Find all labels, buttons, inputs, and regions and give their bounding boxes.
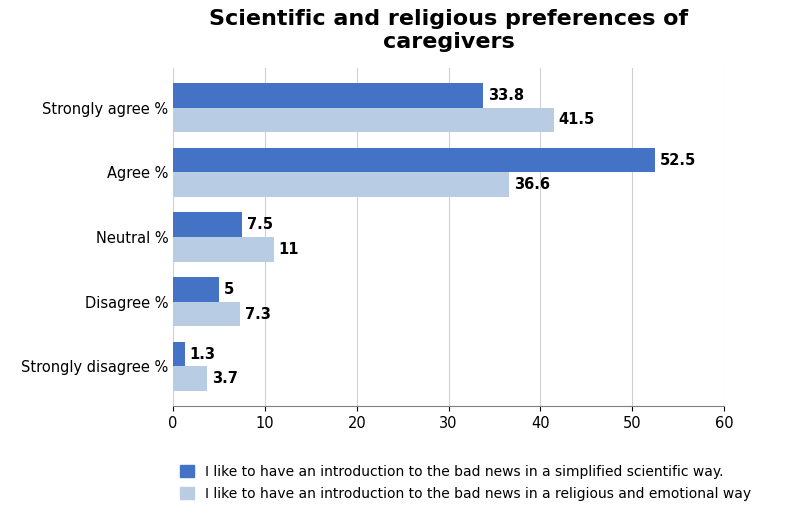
Bar — [173, 277, 219, 302]
Text: 1.3: 1.3 — [190, 346, 216, 362]
Bar — [173, 342, 185, 366]
Text: 41.5: 41.5 — [559, 113, 595, 128]
Text: 3.7: 3.7 — [212, 371, 238, 386]
Bar — [173, 237, 274, 262]
Text: 52.5: 52.5 — [660, 153, 696, 168]
Text: 5: 5 — [224, 282, 234, 297]
Text: 11: 11 — [279, 242, 299, 257]
Bar — [173, 148, 656, 172]
Legend: I like to have an introduction to the bad news in a simplified scientific way., : I like to have an introduction to the ba… — [180, 465, 752, 501]
Bar — [173, 366, 207, 391]
Bar — [173, 83, 483, 108]
Text: 7.3: 7.3 — [245, 306, 271, 321]
Title: Scientific and religious preferences of
caregivers: Scientific and religious preferences of … — [209, 9, 688, 52]
Bar — [173, 108, 554, 132]
Text: 36.6: 36.6 — [514, 177, 550, 192]
Text: 33.8: 33.8 — [488, 88, 524, 103]
Bar — [173, 213, 242, 237]
Text: 7.5: 7.5 — [246, 217, 272, 232]
Bar — [173, 302, 240, 326]
Bar — [173, 172, 509, 197]
